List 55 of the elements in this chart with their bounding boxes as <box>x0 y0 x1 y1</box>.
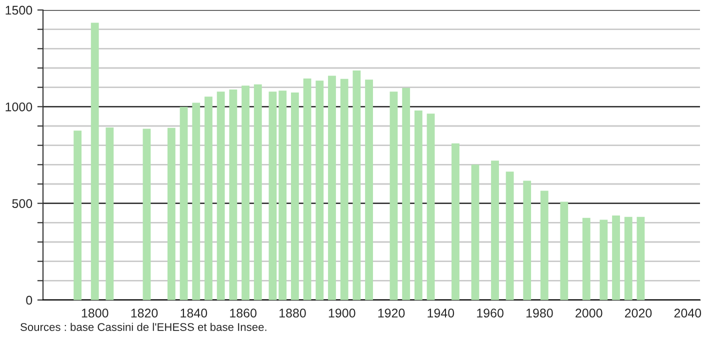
y-tick-label: 1500 <box>6 6 32 15</box>
bar <box>340 78 348 300</box>
bar <box>106 128 114 300</box>
x-tick-label: 1800 <box>82 308 108 318</box>
bar <box>471 164 480 300</box>
bar <box>426 114 435 300</box>
bar <box>254 84 262 300</box>
bar <box>268 92 277 300</box>
bar <box>365 80 373 300</box>
x-tick-label: 2040 <box>674 308 702 318</box>
x-tick-label: 1840 <box>180 308 208 318</box>
bar <box>180 106 188 300</box>
bar <box>402 88 410 300</box>
bar <box>582 218 590 300</box>
bar <box>506 172 514 300</box>
bar <box>290 92 299 300</box>
bar <box>600 220 608 300</box>
bar <box>352 70 361 300</box>
x-tick-label: 2020 <box>624 308 652 318</box>
bar <box>540 190 548 300</box>
bar <box>229 89 238 300</box>
bar <box>167 128 176 300</box>
source-note: Sources : base Cassini de l'EHESS et base Insee. <box>20 322 266 331</box>
x-tick-label: 1960 <box>477 308 504 318</box>
x-tick-label: 1900 <box>328 308 356 318</box>
bar <box>242 86 250 300</box>
y-tick-label: 1000 <box>6 102 32 112</box>
x-tick-label: 1980 <box>526 308 553 318</box>
x-tick-label: 1920 <box>378 308 405 318</box>
x-tick-label: 1880 <box>280 308 306 318</box>
bar <box>636 216 645 300</box>
bar <box>414 110 422 300</box>
x-tick-label: 1940 <box>428 308 454 318</box>
bar <box>316 80 324 300</box>
bar <box>142 128 151 300</box>
bar <box>90 22 99 300</box>
bar <box>278 90 287 300</box>
y-tick-label: 0 <box>26 296 32 305</box>
bar <box>192 102 200 300</box>
bar <box>612 216 620 300</box>
bar <box>328 76 336 300</box>
x-tick-label: 1860 <box>230 308 256 318</box>
bar <box>624 216 632 300</box>
bar <box>560 202 568 300</box>
bar <box>204 96 212 300</box>
bar <box>452 143 460 300</box>
x-tick-label: 2000 <box>576 308 602 318</box>
bar <box>74 130 82 300</box>
bar <box>390 92 398 300</box>
bar <box>491 160 499 300</box>
y-tick-label: 500 <box>12 199 32 208</box>
bar <box>303 78 312 300</box>
bar <box>216 92 225 300</box>
bar <box>523 180 532 300</box>
x-tick-label: 1820 <box>131 308 158 318</box>
